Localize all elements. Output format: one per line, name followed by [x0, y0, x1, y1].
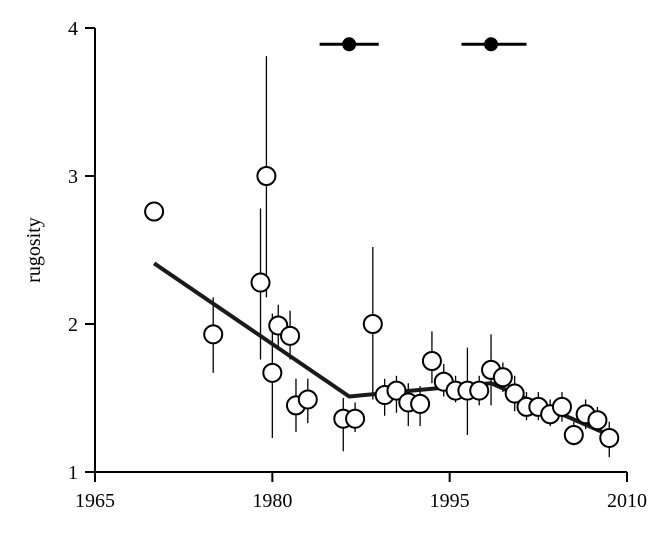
breakpoint-marker [484, 37, 499, 52]
data-point [587, 410, 608, 431]
data-point [386, 380, 407, 401]
x-tick-label: 2010 [607, 490, 647, 512]
data-point [262, 362, 283, 383]
data-point [362, 314, 383, 334]
breakpoint-markers [319, 37, 527, 52]
breakpoint-marker [342, 37, 357, 52]
data-point [504, 383, 525, 404]
y-tick-label: 2 [68, 314, 78, 336]
y-tick-label: 3 [68, 166, 78, 188]
y-tick-label: 1 [68, 462, 78, 484]
x-tick-label: 1995 [430, 490, 470, 512]
axes: 1 2 3 4 1965 1980 1995 2010 [68, 18, 647, 512]
data-points [144, 166, 620, 448]
data-point [203, 324, 224, 345]
y-axis-label: rugosity [23, 217, 45, 283]
data-point [492, 367, 513, 388]
data-point [563, 425, 584, 445]
data-point [250, 272, 271, 293]
data-point [144, 201, 165, 222]
data-point [421, 351, 442, 371]
data-point [551, 396, 572, 417]
data-point [599, 427, 620, 448]
x-tick-label: 1980 [252, 490, 292, 512]
data-point [345, 408, 366, 429]
data-point [469, 380, 490, 401]
x-tick-label: 1965 [75, 490, 115, 512]
y-tick-label: 4 [68, 18, 78, 40]
data-point [410, 393, 431, 414]
data-point [297, 389, 318, 410]
data-point [256, 166, 277, 186]
data-point [280, 325, 301, 346]
